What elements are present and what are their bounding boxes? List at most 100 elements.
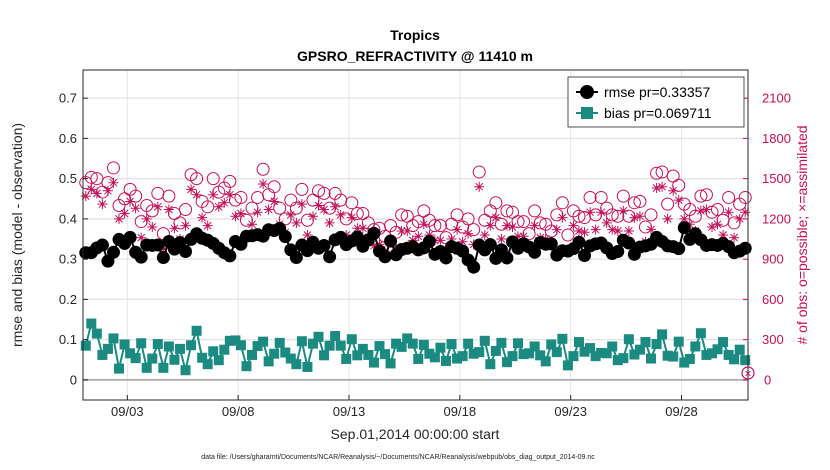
assimilated-point — [518, 231, 529, 242]
bias-point — [490, 345, 501, 356]
possible-point — [428, 219, 442, 233]
rmse-point — [278, 230, 292, 244]
assimilated-point — [141, 213, 152, 224]
bias-point — [646, 353, 657, 364]
rmse-point — [179, 245, 193, 258]
zero-obs-marker-cross: × — [744, 367, 751, 381]
bias-point — [324, 340, 335, 351]
bias-point — [601, 348, 612, 359]
assimilated-point — [224, 189, 235, 200]
bias-point — [91, 328, 102, 339]
bias-point — [296, 336, 307, 347]
possible-point — [672, 178, 686, 192]
y-axis-label-left: rmse and bias (model - observation) — [9, 123, 25, 347]
assimilated-point — [463, 228, 474, 239]
right-axis-ticks: 0 300 600 900 1200 1500 1800 2100 — [743, 91, 791, 387]
bias-point — [219, 344, 230, 355]
assimilated-point — [651, 183, 662, 193]
assimilated-point — [607, 224, 618, 235]
assimilated-point — [330, 201, 341, 212]
rmse-point — [384, 234, 398, 248]
assimilated-point — [707, 222, 717, 232]
assimilated-point — [374, 239, 385, 250]
assimilated-point — [413, 231, 424, 242]
bias-point — [463, 338, 474, 349]
assimilated-point — [97, 199, 108, 210]
assimilated-point — [296, 199, 307, 210]
rmse-point — [134, 250, 148, 264]
rmse-point — [367, 226, 381, 240]
possible-point — [472, 165, 486, 179]
bias-point — [363, 349, 374, 360]
bias-point — [513, 338, 524, 349]
x-tick-label: 09/03 — [111, 404, 144, 419]
assimilated-point — [269, 196, 280, 207]
bias-point — [723, 349, 734, 360]
x-axis-label: Sep.01,2014 00:00:00 start — [331, 426, 500, 442]
rmse-point — [106, 245, 120, 259]
rmse-point — [223, 249, 237, 263]
legend-rmse-marker — [580, 85, 594, 99]
bias-point — [657, 329, 668, 340]
plot-frame — [82, 69, 749, 401]
right-tick-label: 1500 — [762, 171, 791, 186]
assimilated-point — [169, 223, 180, 234]
bias-point — [557, 333, 568, 344]
bias-point — [313, 331, 324, 342]
bias-point — [136, 338, 147, 349]
bias-point — [368, 357, 379, 368]
bias-point — [607, 341, 618, 352]
possible-point — [561, 228, 575, 242]
assimilated-point — [612, 226, 623, 236]
bias-point — [596, 347, 607, 358]
y-axis-label-right: # of obs: o=possible; ×=assimilated — [794, 125, 810, 344]
rmse-point — [467, 260, 481, 274]
assimilated-point — [684, 219, 695, 230]
assimilated-point — [601, 217, 612, 228]
bias-point — [141, 362, 152, 373]
bias-point — [291, 359, 302, 370]
bias-point — [213, 355, 224, 366]
bias-point — [706, 348, 717, 359]
rmse-point — [528, 245, 542, 259]
possible-point — [206, 172, 220, 186]
assimilated-point — [263, 204, 274, 215]
possible-point — [511, 215, 525, 229]
assimilated-point — [357, 223, 368, 234]
left-tick-label: 0.5 — [59, 171, 77, 186]
assimilated-point — [568, 220, 579, 231]
x-tick-label: 09/08 — [222, 404, 255, 419]
assimilated-point — [346, 212, 357, 223]
bias-point — [258, 336, 269, 347]
assimilated-point — [202, 220, 213, 231]
bias-point — [623, 334, 634, 345]
bias-point — [380, 349, 391, 360]
bias-point — [634, 344, 645, 355]
assimilated-point — [180, 220, 191, 231]
possible-point — [295, 182, 309, 196]
right-tick-label: 2100 — [762, 91, 791, 106]
chart-title: Tropics — [390, 27, 440, 43]
possible-point — [644, 208, 658, 222]
bias-series — [80, 318, 751, 376]
bias-point — [496, 337, 507, 348]
assimilated-point — [557, 212, 568, 223]
bias-point — [418, 339, 429, 350]
bias-point — [163, 341, 174, 352]
bias-point — [740, 355, 751, 366]
assimilated-point — [352, 223, 363, 234]
bias-point — [152, 339, 163, 350]
possible-point — [528, 204, 542, 218]
assimilated-point — [252, 207, 263, 218]
assimilated-point — [618, 205, 629, 216]
possible-point — [489, 196, 503, 210]
bias-point — [734, 344, 745, 355]
bias-point — [507, 351, 518, 362]
possible-series — [79, 161, 752, 245]
assimilated-point — [740, 207, 751, 218]
bias-point — [202, 359, 213, 370]
possible-point — [611, 209, 625, 223]
left-tick-label: 0.1 — [59, 332, 77, 347]
bias-point — [97, 349, 108, 360]
